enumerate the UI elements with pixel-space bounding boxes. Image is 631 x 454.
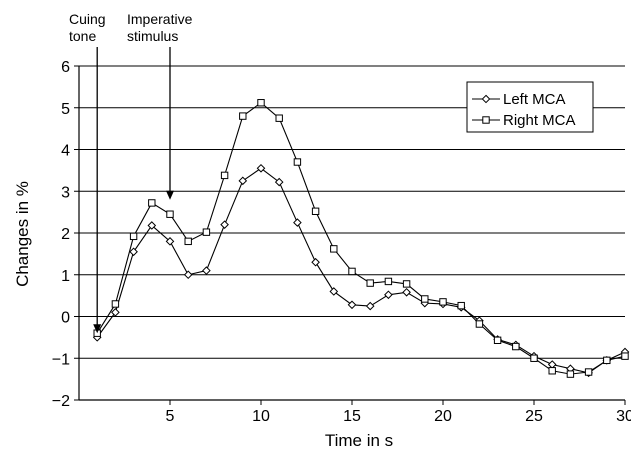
legend-label: Right MCA	[503, 112, 576, 129]
series-left-mca	[92, 163, 630, 378]
data-point	[439, 298, 447, 306]
data-point	[603, 356, 611, 365]
data-point	[238, 176, 248, 186]
y-tick-label: 6	[61, 59, 70, 76]
data-point	[275, 114, 283, 122]
series-line	[96, 102, 626, 375]
data-point	[621, 352, 629, 360]
data-point	[129, 247, 138, 257]
data-point	[366, 279, 374, 287]
data-point	[202, 228, 211, 236]
data-point	[365, 301, 375, 311]
legend: Left MCA Right MCA	[466, 81, 594, 133]
data-point	[347, 300, 357, 310]
y-tick-label: 4	[61, 143, 70, 160]
data-point	[274, 177, 284, 187]
annotation-text: Cuing	[69, 11, 106, 27]
data-point	[402, 280, 411, 288]
y-tick-label: 0	[61, 310, 70, 327]
data-point	[256, 163, 266, 173]
y-tick-label: 5	[61, 101, 70, 118]
data-point	[239, 112, 247, 120]
data-point	[311, 257, 320, 267]
y-axis-ticks: −2 −1 0 1 2 3 4 5 6	[52, 59, 79, 410]
data-point	[566, 370, 575, 378]
data-point	[475, 320, 484, 328]
data-point	[129, 232, 138, 241]
data-point	[147, 221, 157, 230]
data-point	[330, 245, 338, 253]
y-tick-label: 2	[61, 226, 70, 243]
annotation-text: Imperative	[127, 11, 193, 27]
data-point	[457, 301, 465, 310]
x-tick-label: 10	[252, 408, 270, 425]
legend-label: Left MCA	[503, 91, 566, 108]
data-point	[293, 158, 302, 166]
data-point	[584, 368, 593, 376]
data-point	[329, 287, 339, 296]
arrow-head	[166, 190, 174, 200]
y-tick-label: 3	[61, 184, 70, 201]
data-point	[165, 237, 175, 246]
x-tick-label: 15	[343, 408, 361, 425]
data-point	[548, 367, 556, 375]
data-point	[512, 342, 520, 351]
data-point	[166, 210, 174, 218]
data-point	[111, 300, 120, 308]
legend-marker	[481, 94, 491, 104]
x-tick-label: 5	[166, 408, 175, 425]
series-layer	[92, 99, 630, 378]
annotation-text: stimulus	[127, 28, 178, 44]
data-point	[547, 360, 557, 369]
data-point	[384, 290, 393, 300]
data-point	[202, 266, 211, 275]
y-axis-title: Changes in %	[13, 181, 32, 287]
x-axis-ticks: 5 10 15 20 25 30	[166, 400, 631, 425]
data-point	[148, 199, 156, 207]
data-point	[402, 287, 411, 297]
series-right-mca	[93, 99, 629, 378]
data-point	[493, 336, 502, 344]
data-point	[348, 267, 356, 276]
data-point	[220, 171, 229, 180]
data-point	[220, 220, 229, 229]
x-tick-label: 30	[616, 408, 631, 425]
data-point	[311, 207, 320, 215]
series-line	[96, 167, 626, 374]
x-tick-label: 20	[434, 408, 452, 425]
annotation-text: tone	[69, 28, 96, 44]
x-tick-label: 25	[525, 408, 543, 425]
data-point	[530, 354, 538, 362]
data-point	[421, 295, 429, 303]
x-axis-title: Time in s	[325, 431, 393, 450]
data-point	[111, 308, 120, 317]
data-point	[257, 99, 265, 107]
y-tick-label: −2	[52, 393, 70, 410]
data-point	[293, 218, 302, 227]
data-point	[183, 270, 193, 280]
data-point	[384, 277, 393, 286]
legend-marker	[482, 116, 490, 124]
arrow-head	[93, 324, 102, 334]
y-tick-label: 1	[61, 268, 70, 285]
y-tick-label: −1	[52, 351, 70, 368]
data-point	[184, 237, 192, 246]
